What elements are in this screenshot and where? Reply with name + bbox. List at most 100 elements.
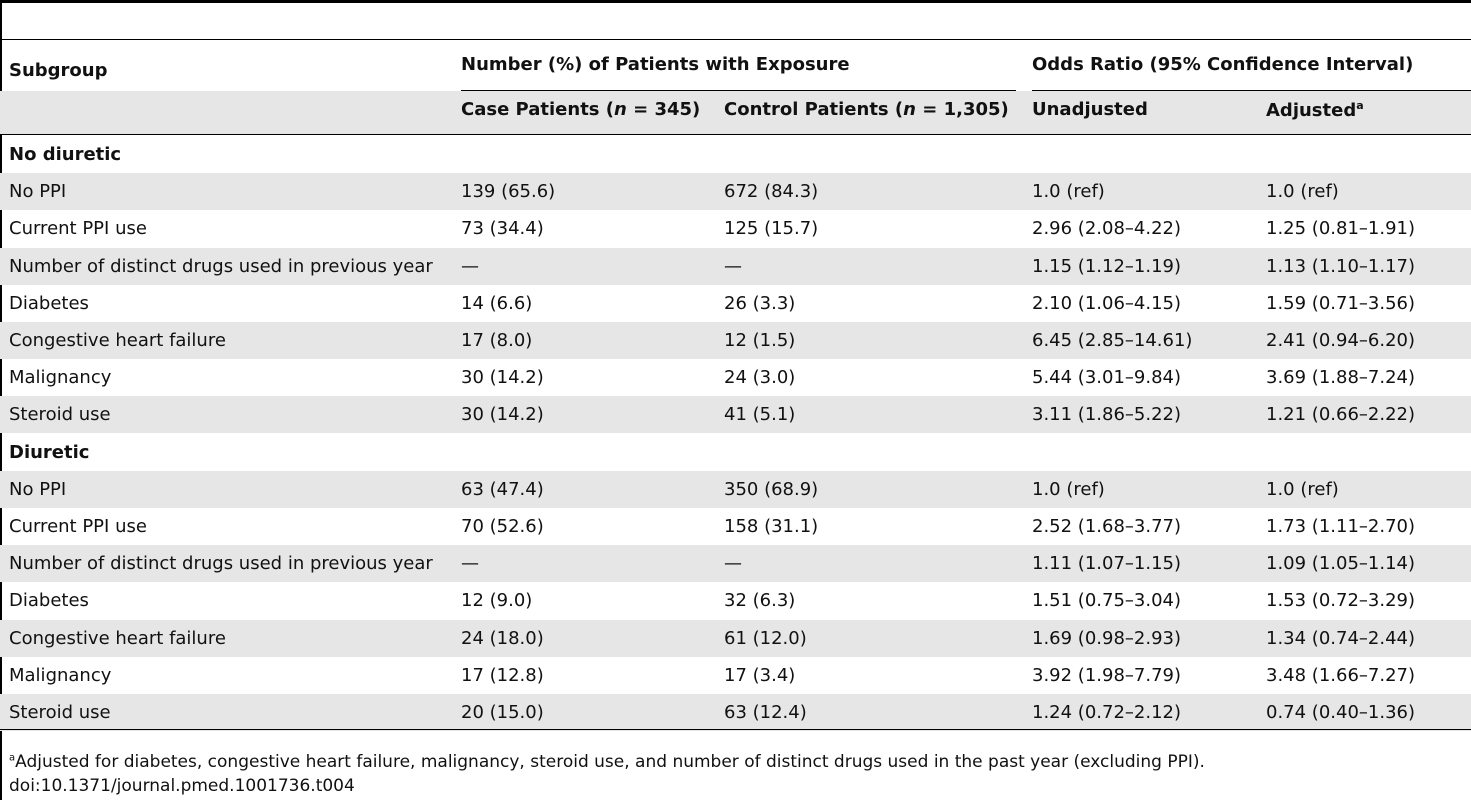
row-label: Steroid use — [9, 702, 111, 723]
adjusted-value: 1.34 (0.74–2.44) — [1266, 627, 1416, 649]
row-label: Congestive heart failure — [9, 627, 226, 649]
case-value: 20 (15.0) — [461, 702, 544, 723]
row-label: Diabetes — [9, 590, 89, 612]
control-header-n: n — [903, 99, 916, 120]
unadjusted-value: 5.44 (3.01–9.84) — [1032, 367, 1182, 389]
section-row: No diuretic — [0, 136, 1471, 173]
section-label: Diuretic — [9, 441, 90, 463]
adjusted-value: 1.53 (0.72–3.29) — [1266, 590, 1416, 612]
row-label: Diabetes — [9, 292, 89, 314]
row-label: Number of distinct drugs used in previou… — [9, 553, 433, 575]
case-value: 73 (34.4) — [461, 218, 544, 240]
table-row: Malignancy 30 (14.2) 24 (3.0) 5.44 (3.01–9.… — [0, 359, 1471, 396]
control-value: 672 (84.3) — [724, 181, 819, 203]
odds-group-rule — [1032, 90, 1471, 91]
table-top-rule — [0, 0, 1471, 3]
header-top-rule — [0, 39, 1471, 40]
adjusted-value: 3.48 (1.66–7.27) — [1266, 664, 1416, 686]
case-value: — — [461, 255, 479, 277]
table-row: No PPI 63 (47.4) 350 (68.9) 1.0 (ref) 1.0 (r… — [0, 470, 1471, 508]
unadjusted-value: 1.15 (1.12–1.19) — [1032, 255, 1182, 277]
adjusted-value: 1.13 (1.10–1.17) — [1266, 255, 1416, 277]
unadjusted-value: 1.51 (0.75–3.04) — [1032, 590, 1182, 612]
row-label: Steroid use — [9, 404, 111, 426]
control-value: 41 (5.1) — [724, 404, 796, 426]
unadjusted-value: 1.0 (ref) — [1032, 478, 1105, 500]
table-row: Current PPI use 73 (34.4) 125 (15.7) 2.96 (… — [0, 210, 1471, 247]
table-bottom-rule — [0, 729, 1471, 730]
row-label: Malignancy — [9, 664, 112, 686]
unadjusted-value: 1.11 (1.07–1.15) — [1032, 553, 1182, 575]
table-row: Congestive heart failure 24 (18.0) 61 (12.… — [0, 619, 1471, 657]
adjusted-header-label: Adjusted — [1266, 100, 1357, 121]
unadjusted-value: 6.45 (2.85–14.61) — [1032, 330, 1193, 351]
case-value: 17 (8.0) — [461, 330, 533, 351]
exposure-group-header: Number (%) of Patients with Exposure — [461, 54, 850, 75]
row-label: Congestive heart failure — [9, 330, 226, 351]
adjusted-value: 1.25 (0.81–1.91) — [1266, 218, 1416, 240]
control-value: 61 (12.0) — [724, 627, 807, 649]
adjusted-value: 1.73 (1.11–2.70) — [1266, 516, 1416, 537]
doi-line: doi:10.1371/journal.pmed.1001736.t004 — [9, 776, 355, 796]
table-row: Number of distinct drugs used in previou… — [0, 545, 1471, 583]
exposure-group-rule — [461, 90, 1016, 91]
unadjusted-value: 1.69 (0.98–2.93) — [1032, 627, 1182, 649]
footnote-text: Adjusted for diabetes, congestive heart … — [15, 752, 1205, 772]
case-value: 24 (18.0) — [461, 627, 544, 649]
case-value: 17 (12.8) — [461, 664, 544, 686]
row-label: Malignancy — [9, 367, 112, 389]
control-value: 125 (15.7) — [724, 218, 819, 240]
control-value: 12 (1.5) — [724, 330, 796, 351]
control-value: 350 (68.9) — [724, 478, 819, 500]
unadjusted-value: 3.92 (1.98–7.79) — [1032, 664, 1182, 686]
control-value: 32 (6.3) — [724, 590, 796, 612]
adjusted-value: 1.0 (ref) — [1266, 478, 1339, 500]
table-row: Congestive heart failure 17 (8.0) 12 (1.5)… — [0, 322, 1471, 359]
adjusted-value: 3.69 (1.88–7.24) — [1266, 367, 1416, 389]
table-row: No PPI 139 (65.6) 672 (84.3) 1.0 (ref) 1.0 (… — [0, 173, 1471, 211]
row-label: No PPI — [9, 478, 67, 500]
table-row: Number of distinct drugs used in previou… — [0, 247, 1471, 285]
unadjusted-value: 1.0 (ref) — [1032, 181, 1105, 203]
case-header-suffix: = 345) — [626, 99, 701, 120]
adjusted-footnote-marker: a — [1356, 99, 1364, 112]
table-row: Diabetes 14 (6.6) 26 (3.3) 2.10 (1.06–4.15)… — [0, 285, 1471, 322]
control-value: 26 (3.3) — [724, 292, 796, 314]
row-label: Number of distinct drugs used in previou… — [9, 255, 433, 277]
row-label: Current PPI use — [9, 516, 147, 537]
control-header-prefix: Control Patients ( — [724, 99, 904, 120]
case-value: 14 (6.6) — [461, 292, 533, 314]
control-value: 24 (3.0) — [724, 367, 796, 389]
adjusted-value: 1.21 (0.66–2.22) — [1266, 404, 1416, 426]
unadjusted-value: 3.11 (1.86–5.22) — [1032, 404, 1182, 426]
table-row: Current PPI use 70 (52.6) 158 (31.1) 2.52 (… — [0, 508, 1471, 545]
section-label: No diuretic — [9, 144, 122, 165]
subgroup-header: Subgroup — [9, 60, 108, 81]
control-patients-header: Control Patients (n = 1,305) — [724, 99, 1009, 120]
table-row: Diabetes 12 (9.0) 32 (6.3) 1.51 (0.75–3.04)… — [0, 582, 1471, 619]
table-row: Steroid use 30 (14.2) 41 (5.1) 3.11 (1.86–5… — [0, 396, 1471, 434]
control-value: 17 (3.4) — [724, 664, 796, 686]
table-row: Malignancy 17 (12.8) 17 (3.4) 3.92 (1.98–7.… — [0, 657, 1471, 694]
case-header-n: n — [614, 99, 627, 120]
adjusted-value: 1.59 (0.71–3.56) — [1266, 292, 1416, 314]
control-header-suffix: = 1,305) — [915, 99, 1009, 120]
footnote-marker: a — [9, 752, 16, 764]
case-value: 30 (14.2) — [461, 404, 544, 426]
case-value: — — [461, 553, 479, 575]
row-label: No PPI — [9, 181, 67, 203]
adjusted-value: 1.0 (ref) — [1266, 181, 1339, 203]
case-value: 30 (14.2) — [461, 367, 544, 389]
adjusted-header: Adjusteda — [1266, 99, 1364, 121]
adjusted-value: 2.41 (0.94–6.20) — [1266, 330, 1416, 351]
control-value: 63 (12.4) — [724, 702, 807, 723]
header-bottom-rule — [0, 134, 1471, 135]
control-value: — — [724, 553, 742, 575]
case-value: 70 (52.6) — [461, 516, 544, 537]
unadjusted-value: 2.10 (1.06–4.15) — [1032, 292, 1182, 314]
case-patients-header: Case Patients (n = 345) — [461, 99, 700, 120]
adjusted-value: 0.74 (0.40–1.36) — [1266, 702, 1416, 723]
case-value: 12 (9.0) — [461, 590, 533, 612]
section-row: Diuretic — [0, 434, 1471, 471]
unadjusted-value: 2.96 (2.08–4.22) — [1032, 218, 1182, 240]
